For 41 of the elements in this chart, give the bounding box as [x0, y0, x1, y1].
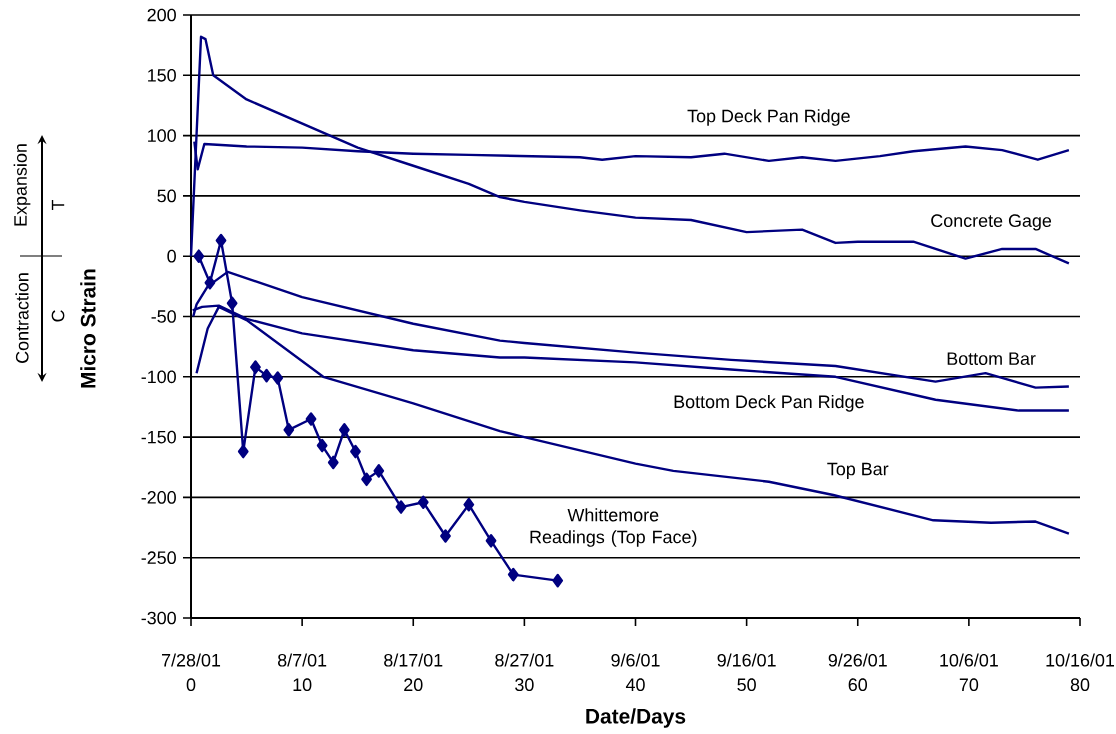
x-tick-label: 40: [625, 678, 645, 692]
x2-tick-label: 7/28/01: [162, 653, 221, 667]
y-tick-label: -50: [151, 310, 176, 323]
x2-tick-label: 8/27/01: [495, 653, 554, 667]
series-label: Bottom Bar: [947, 352, 1036, 365]
x2-tick-label: 9/6/01: [611, 653, 660, 667]
series-label: Top Bar: [827, 462, 889, 479]
y-tick-label: -300: [141, 611, 176, 625]
x-tick-label: 50: [737, 678, 756, 692]
y-tick-label: 50: [157, 189, 176, 203]
series-label: Top Deck Pan Ridge: [687, 109, 850, 126]
x-tick-label: 0: [186, 678, 196, 692]
x2-tick-label: 8/17/01: [384, 653, 443, 667]
series-label: Concrete Gage: [931, 214, 1052, 231]
x-tick-label: 30: [515, 678, 534, 692]
y-tick-label: 100: [148, 129, 176, 142]
y-axis-title: Micro Strain: [80, 269, 96, 388]
y-tick-label: 200: [147, 8, 176, 22]
series-label: Whittemore Readings (Top Face): [530, 508, 697, 547]
y-tick-label: 150: [148, 68, 176, 82]
y-tick-label: -100: [141, 370, 176, 384]
text: C: [51, 310, 65, 322]
x-tick-label: 70: [959, 678, 979, 692]
text: T: [51, 199, 65, 211]
x-tick-label: 20: [404, 678, 423, 692]
x2-tick-label: 9/16/01: [717, 653, 776, 667]
y-tick-label: -150: [141, 430, 176, 444]
y-tick-label: -200: [141, 491, 176, 504]
x2-tick-label: 10/6/01: [940, 653, 998, 667]
x2-tick-label: 9/26/01: [828, 653, 887, 667]
x2-tick-label: 10/16/01: [1046, 653, 1115, 667]
text: Contraction: [15, 273, 29, 363]
x-tick-label: 60: [848, 678, 868, 692]
x-tick-label: 10: [293, 678, 312, 692]
text: Expansion: [13, 144, 31, 226]
x2-tick-label: 8/7/01: [277, 653, 327, 667]
x-axis-title: Date/Days: [586, 708, 686, 728]
series-label: Bottom Deck Pan Ridge: [674, 394, 864, 412]
x-tick-label: 80: [1070, 678, 1090, 692]
y-tick-label: 0: [167, 249, 176, 263]
y-tick-label: -250: [141, 551, 176, 565]
